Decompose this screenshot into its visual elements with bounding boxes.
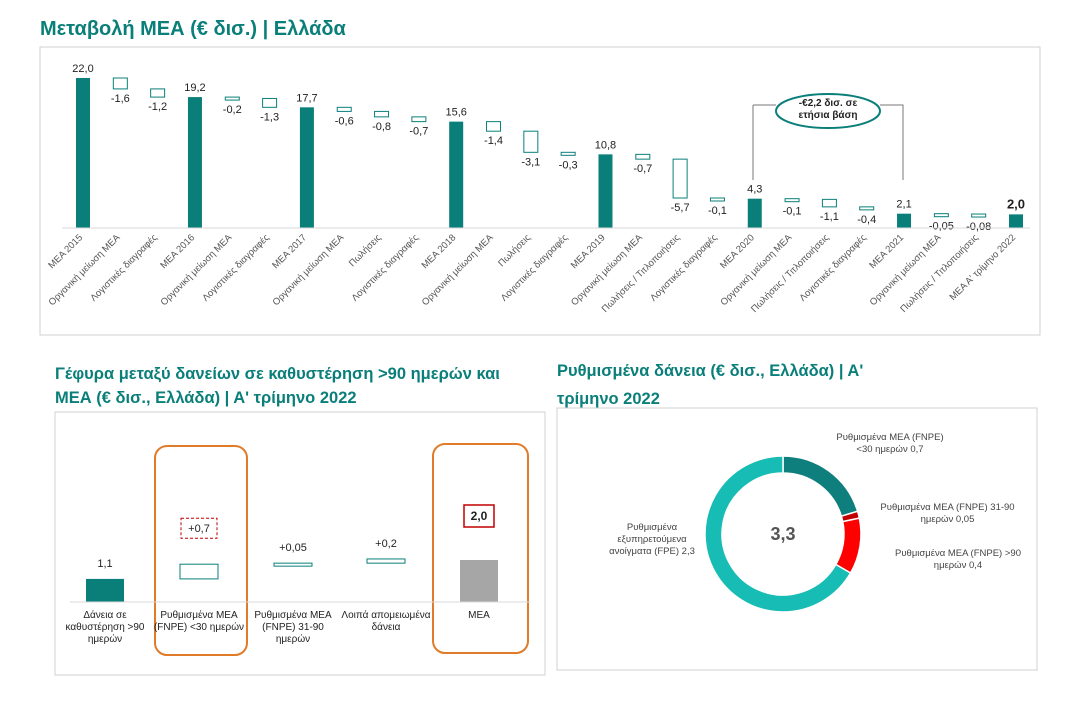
bar bbox=[560, 151, 576, 156]
bar bbox=[273, 562, 313, 567]
bar bbox=[112, 77, 128, 90]
chart-title: Ρυθμισμένα δάνεια (€ δισ., Ελλάδα) | Α' … bbox=[557, 362, 864, 408]
bar bbox=[224, 96, 240, 101]
slice-name: Ρυθμισμένα ΜΕΑ (FNPE) >90 ημερών bbox=[895, 548, 1021, 571]
center-label: 3,3 bbox=[770, 524, 795, 544]
bar bbox=[366, 558, 406, 564]
value-label: -3,1 bbox=[521, 156, 540, 168]
chart-title: Μεταβολή ΜΕΑ (€ δισ.) | Ελλάδα bbox=[40, 18, 346, 40]
bar bbox=[299, 107, 314, 228]
bar bbox=[187, 97, 202, 228]
slice-label: Ρυθμισμένα εξυπηρετούμενα ανοίγματα (FPE… bbox=[597, 522, 707, 558]
value-label: -1,2 bbox=[148, 101, 167, 113]
x-tick-label: ΜΕΑ bbox=[468, 610, 490, 621]
bar bbox=[821, 198, 837, 208]
slice-name: Ρυθμισμένα εξυπηρετούμενα ανοίγματα (FPE… bbox=[609, 522, 687, 557]
value-label: 2,0 bbox=[471, 509, 488, 523]
bar bbox=[262, 97, 278, 108]
bar bbox=[598, 154, 613, 228]
value-label: -0,8 bbox=[372, 121, 391, 133]
value-label: 22,0 bbox=[72, 63, 93, 75]
panel bbox=[54, 411, 546, 676]
bar bbox=[784, 198, 800, 203]
value-label: 17,7 bbox=[296, 92, 317, 104]
value-label: -1,1 bbox=[820, 211, 839, 223]
bar bbox=[971, 213, 987, 218]
slice-value: 0,7 bbox=[910, 444, 924, 455]
bar bbox=[523, 130, 539, 153]
slice-value: 0,05 bbox=[955, 514, 975, 525]
slice-name: Ρυθμισμένα ΜΕΑ (FNPE) 31-90 ημερών bbox=[880, 502, 1015, 525]
value-label: -1,4 bbox=[484, 135, 503, 147]
value-label: -0,7 bbox=[633, 163, 652, 175]
slice-value: 2,3 bbox=[681, 546, 695, 557]
value-label: -0,1 bbox=[783, 206, 802, 218]
value-label: +0,2 bbox=[375, 538, 397, 550]
annotation-ellipse bbox=[775, 93, 881, 129]
x-tick-label: Ρυθμισμένα ΜΕΑ (FNPE) 31-90 ημερών bbox=[254, 610, 332, 645]
slice-value: 0,4 bbox=[969, 560, 983, 571]
chart-title: Γέφυρα μεταξύ δανείων σε καθυστέρηση >90… bbox=[55, 365, 500, 407]
bar bbox=[179, 563, 219, 580]
value-label: 4,3 bbox=[747, 184, 762, 196]
bar bbox=[486, 121, 502, 132]
bracket bbox=[752, 104, 904, 180]
label-box bbox=[180, 517, 218, 539]
bar bbox=[449, 121, 464, 228]
value-label: 15,6 bbox=[445, 107, 466, 119]
bar bbox=[897, 213, 912, 228]
bar bbox=[747, 198, 762, 228]
bar bbox=[1009, 214, 1023, 228]
slice-label: Ρυθμισμένα ΜΕΑ (FNPE) 31-90 ημερών 0,05 bbox=[880, 502, 1015, 526]
bar bbox=[150, 88, 166, 98]
value-label: 10,8 bbox=[595, 139, 616, 151]
annotation: -€2,2 δισ. σε ετήσια βάση bbox=[798, 98, 858, 121]
value-label: +0,7 bbox=[188, 523, 210, 535]
label-box bbox=[463, 504, 495, 528]
slice-name: Ρυθμισμένα ΜΕΑ (FNPE) <30 ημερών bbox=[836, 432, 944, 455]
value-label: 1,1 bbox=[97, 558, 112, 570]
bar bbox=[709, 197, 725, 202]
value-label: -0,3 bbox=[559, 159, 578, 171]
value-label: -0,4 bbox=[857, 214, 876, 226]
value-label: 2,0 bbox=[1007, 196, 1025, 211]
bar bbox=[672, 158, 688, 199]
value-label: -0,1 bbox=[708, 205, 727, 217]
x-tick-label: Λοιπά απομειωμένα δάνεια bbox=[341, 610, 431, 633]
x-tick-label: Δάνεια σε καθυστέρηση >90 ημερών bbox=[65, 610, 145, 645]
value-label: -0,2 bbox=[223, 104, 242, 116]
slice bbox=[704, 455, 852, 613]
highlight bbox=[432, 443, 529, 654]
value-label: 19,2 bbox=[184, 82, 205, 94]
value-label: -0,7 bbox=[409, 126, 428, 138]
highlight bbox=[154, 445, 248, 656]
bar bbox=[86, 578, 124, 602]
bar bbox=[374, 110, 390, 118]
panel bbox=[556, 407, 1038, 671]
value-label: -0,05 bbox=[929, 221, 954, 233]
bar bbox=[336, 106, 352, 112]
slice-label: Ρυθμισμένα ΜΕΑ (FNPE) >90 ημερών 0,4 bbox=[888, 548, 1028, 572]
bar bbox=[933, 213, 949, 218]
slice-label: Ρυθμισμένα ΜΕΑ (FNPE) <30 ημερών 0,7 bbox=[835, 432, 945, 456]
bar bbox=[460, 560, 498, 602]
value-label: +0,05 bbox=[279, 542, 307, 554]
bar bbox=[411, 116, 427, 123]
bar bbox=[859, 206, 875, 211]
value-label: -1,6 bbox=[111, 93, 130, 105]
value-label: -0,08 bbox=[966, 221, 991, 233]
value-label: -0,6 bbox=[335, 115, 354, 127]
value-label: 2,1 bbox=[896, 199, 911, 211]
bar bbox=[76, 78, 90, 228]
bar bbox=[635, 153, 651, 160]
panel bbox=[39, 46, 1041, 336]
value-label: -1,3 bbox=[260, 111, 279, 123]
value-label: -5,7 bbox=[671, 202, 690, 214]
x-tick-label: Ρυθμισμένα ΜΕΑ (FNPE) <30 ημερών bbox=[153, 610, 245, 633]
